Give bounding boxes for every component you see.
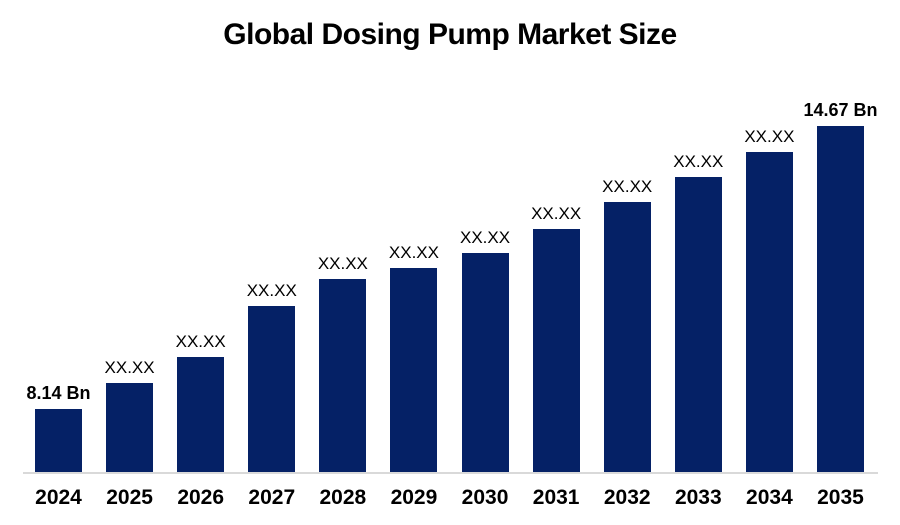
x-axis-label-2030: 2030 [461,486,509,509]
bar-value-label-2025: XX.XX [104,358,155,378]
bar-column-2025: XX.XX [104,358,155,473]
bar-column-2024: 8.14 Bn [26,383,91,473]
bar-column-2026: XX.XX [175,332,226,473]
bar-column-2032: XX.XX [602,177,653,473]
bar-value-label-2032: XX.XX [602,177,653,197]
bar-value-label-2034: XX.XX [744,127,795,147]
bar-value-label-2031: XX.XX [531,204,582,224]
x-axis-label-2032: 2032 [603,486,651,509]
x-axis-label-2024: 2024 [35,486,82,509]
bar-column-2028: XX.XX [317,254,368,473]
bar-value-label-2035: 14.67 Bn [803,100,878,121]
x-axis-label-2031: 2031 [532,486,580,509]
x-axis-label-2033: 2033 [674,486,722,509]
bar-2029 [390,268,438,473]
bar-value-label-2027: XX.XX [246,281,297,301]
bar-2034 [745,152,793,473]
bar-value-label-2033: XX.XX [673,152,724,172]
bar-2026 [177,357,225,473]
bar-value-label-2029: XX.XX [388,243,439,263]
bar-column-2034: XX.XX [744,127,795,473]
bar-2030 [461,253,509,473]
chart-title: Global Dosing Pump Market Size [223,18,677,51]
bar-2035 [816,126,864,473]
bar-column-2029: XX.XX [388,243,439,473]
bar-2027 [248,306,296,473]
x-axis-label-2026: 2026 [177,486,225,509]
x-axis-line [23,472,878,474]
x-axis-label-2035: 2035 [817,486,864,509]
bar-2025 [106,383,154,473]
bar-value-label-2030: XX.XX [459,228,511,248]
x-axis-label-2027: 2027 [248,486,296,509]
bar-column-2030: XX.XX [459,228,511,473]
bar-column-2033: XX.XX [673,152,724,473]
x-axis-label-2034: 2034 [746,486,793,509]
bar-value-label-2028: XX.XX [317,254,368,274]
bar-2028 [319,279,367,473]
bar-value-label-2026: XX.XX [175,332,226,352]
bar-2032 [603,202,651,473]
bar-column-2035: 14.67 Bn [803,100,878,473]
bar-value-label-2024: 8.14 Bn [26,383,91,404]
bar-2031 [532,229,580,473]
bar-column-2031: XX.XX [531,204,582,473]
x-axis-label-2025: 2025 [106,486,153,509]
bar-2024 [35,409,82,473]
bar-column-2027: XX.XX [246,281,297,473]
x-axis-label-2029: 2029 [390,486,438,509]
bar-2033 [674,177,722,473]
x-axis-label-2028: 2028 [319,486,367,509]
